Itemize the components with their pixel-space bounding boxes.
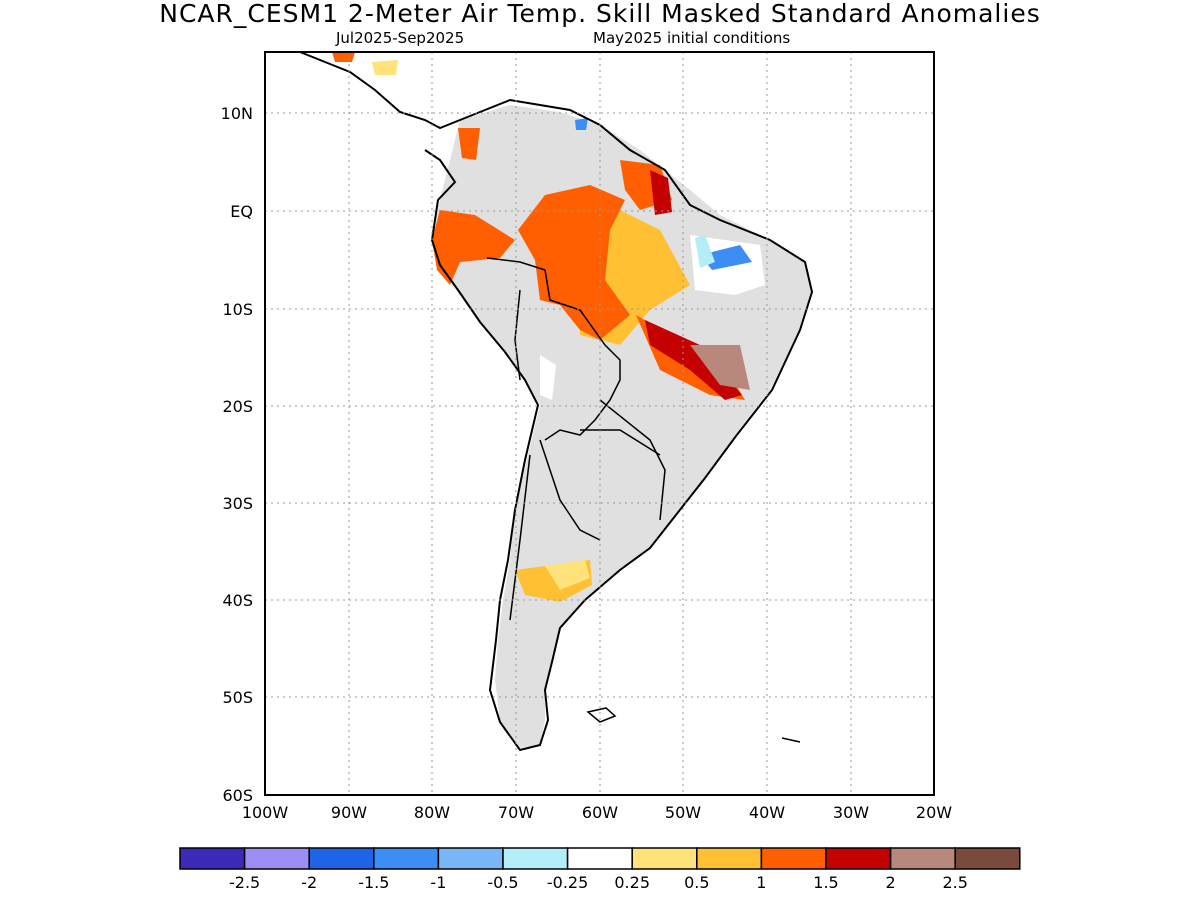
colorbar-label: 2 [886,873,896,892]
colorbar-label: -1 [430,873,446,892]
colorbar-label: -0.5 [487,873,518,892]
colorbar: -2.5 -2 -1.5 -1 -0.5 -0.25 0.25 0.5 1 1.5 2 2.5 [179,847,1021,892]
lon-label: 20W [916,803,952,822]
colorbar-label: -2.5 [229,873,260,892]
colorbar-swatch [502,847,569,870]
lon-label: 40W [749,803,785,822]
lon-label: 70W [498,803,534,822]
map-panel [265,52,934,795]
lat-label: 10N [221,104,253,123]
lon-label: 60W [582,803,618,822]
lon-label: 100W [242,803,289,822]
lat-label: 10S [222,300,253,319]
colorbar-label: 2.5 [942,873,967,892]
colorbar-swatch [825,847,892,870]
anomaly-above-2p5 [690,345,750,390]
colorbar-swatch [373,847,440,870]
lon-label: 50W [665,803,701,822]
colorbar-swatch [889,847,956,870]
national-borders [486,257,666,621]
anomaly-1p5-2 [332,52,355,62]
map-title: NCAR_CESM1 2-Meter Air Temp. Skill Maske… [159,0,1041,28]
anomaly-1p5-2 [458,128,480,160]
anomaly-0p25-1 [545,560,590,590]
lat-label: 50S [222,688,253,707]
latitude-axis: 10N EQ 10S 20S 30S 40S 50S 60S [221,104,253,805]
anomaly-above-2 [650,170,672,215]
falkland-islands [586,707,617,723]
anomaly-negative [700,245,752,270]
valid-period: Jul2025-Sep2025 [336,29,465,47]
colorbar-swatch [437,847,504,870]
near-zero-region [540,355,556,400]
longitude-axis: 100W 90W 80W 70W 60W 50W 40W 30W 20W [242,803,952,822]
lat-label: 60S [222,786,253,805]
colorbar-swatch [696,847,763,870]
colorbar-label: 1.5 [813,873,838,892]
lon-label: 80W [414,803,450,822]
colorbar-swatch [954,847,1021,870]
colorbar-swatch [631,847,698,870]
colorbar-label: -0.25 [547,873,588,892]
lat-label: 40S [222,591,253,610]
lon-label: 90W [331,803,367,822]
colorbar-label: 1 [756,873,766,892]
anomaly-1p5-2 [518,185,630,340]
lat-label: 20S [222,397,253,416]
graticule [265,52,934,795]
colorbar-label: 0.5 [684,873,709,892]
lat-label: EQ [230,202,253,221]
colorbar-label: -2 [301,873,317,892]
lon-label: 30W [833,803,869,822]
south-georgia [781,737,801,743]
colorbar-swatch [308,847,375,870]
colorbar-label: 0.25 [614,873,650,892]
colorbar-swatch [566,847,633,870]
anomaly-negative [575,118,588,130]
colorbar-swatch [179,847,246,870]
initial-conditions: May2025 initial conditions [593,29,791,47]
map-frame [264,51,935,796]
coastline [299,52,814,752]
anomaly-1p5-2 [432,210,515,285]
colorbar-label: -1.5 [358,873,389,892]
anomaly-0p25-1 [372,60,398,75]
anomaly-negative [695,235,715,268]
colorbar-swatch [243,847,310,870]
lat-label: 30S [222,494,253,513]
colorbar-swatch [760,847,827,870]
